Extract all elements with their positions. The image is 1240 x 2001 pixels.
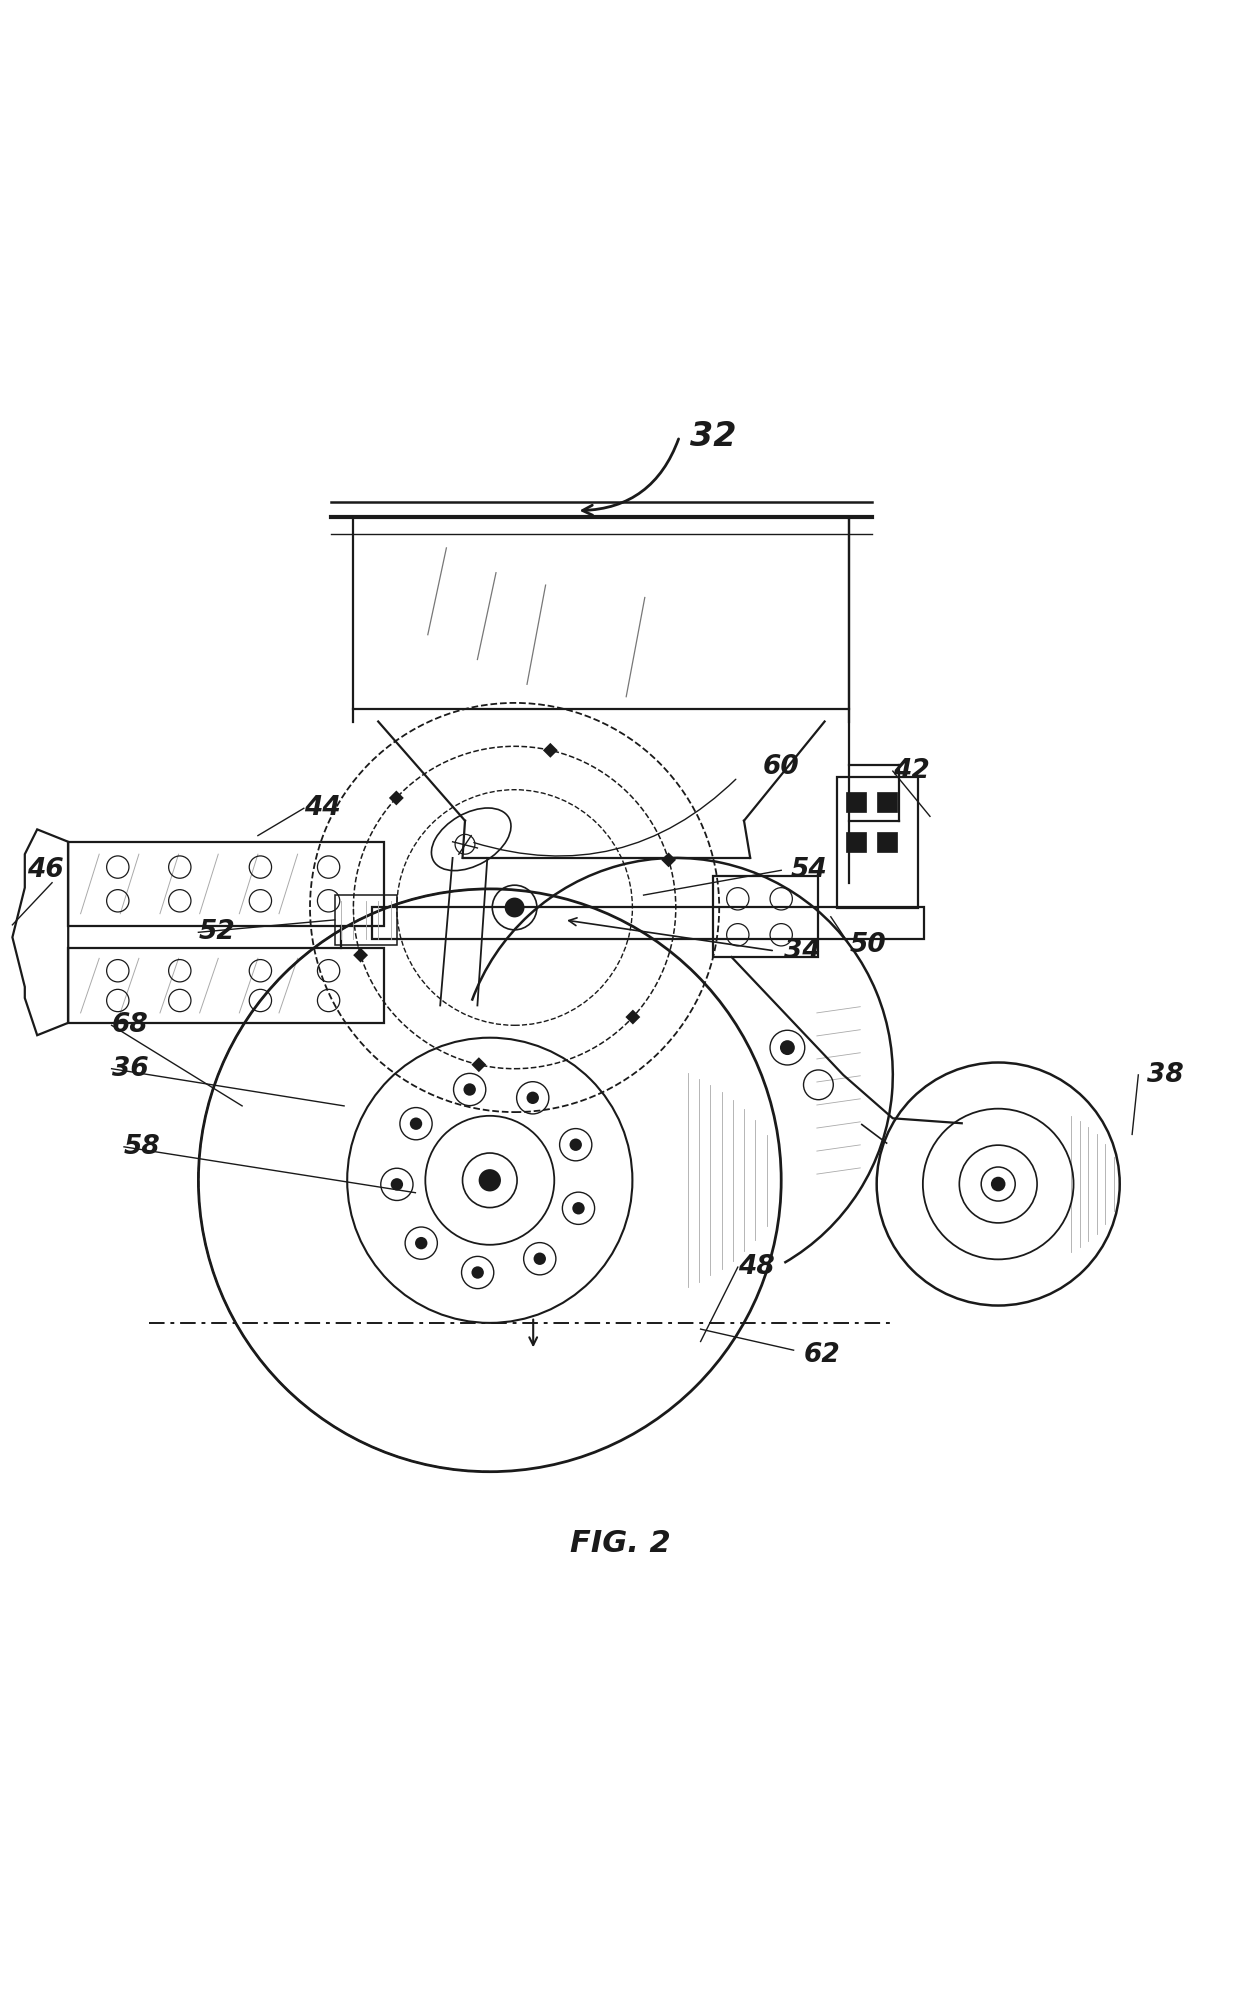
Polygon shape [625, 1011, 640, 1025]
Text: 60: 60 [763, 754, 800, 780]
Text: 54: 54 [791, 856, 828, 882]
Polygon shape [877, 792, 897, 812]
Polygon shape [877, 832, 897, 852]
Polygon shape [661, 852, 676, 866]
Text: 32: 32 [689, 420, 737, 452]
Polygon shape [846, 832, 866, 852]
Circle shape [573, 1203, 585, 1215]
Circle shape [505, 898, 525, 916]
Text: 52: 52 [198, 918, 236, 944]
Circle shape [533, 1253, 546, 1265]
Polygon shape [846, 792, 866, 812]
Circle shape [391, 1179, 403, 1191]
Circle shape [464, 1083, 476, 1097]
Text: 58: 58 [124, 1135, 161, 1161]
Circle shape [991, 1177, 1006, 1191]
Circle shape [780, 1041, 795, 1055]
Text: 68: 68 [112, 1013, 149, 1039]
Text: 42: 42 [893, 758, 930, 784]
Circle shape [471, 1267, 484, 1279]
Text: 48: 48 [738, 1255, 775, 1281]
Polygon shape [389, 790, 404, 804]
Polygon shape [471, 1057, 486, 1073]
Circle shape [479, 1169, 501, 1191]
Text: 38: 38 [1147, 1063, 1184, 1089]
Polygon shape [353, 948, 368, 962]
Text: 50: 50 [849, 932, 887, 958]
Text: 62: 62 [804, 1343, 841, 1369]
Text: 36: 36 [112, 1057, 149, 1083]
Circle shape [569, 1139, 582, 1151]
Text: 46: 46 [27, 856, 64, 882]
Circle shape [409, 1117, 422, 1131]
Text: FIG. 2: FIG. 2 [569, 1529, 671, 1559]
Text: 34: 34 [784, 938, 821, 964]
Circle shape [415, 1237, 428, 1249]
Polygon shape [543, 742, 558, 758]
Circle shape [527, 1093, 539, 1105]
Text: 44: 44 [304, 794, 341, 820]
